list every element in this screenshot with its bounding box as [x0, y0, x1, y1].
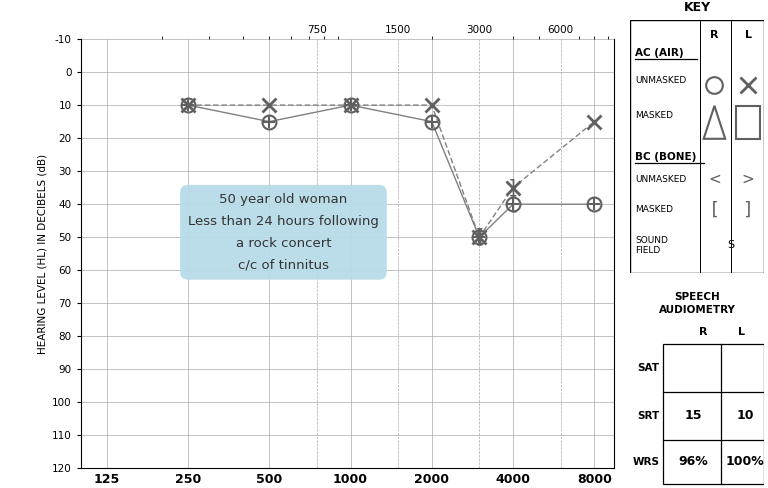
Text: UNMASKED: UNMASKED — [635, 175, 687, 184]
Text: [: [ — [507, 195, 519, 214]
Text: 15: 15 — [684, 409, 702, 423]
Text: ]: ] — [473, 228, 485, 247]
Text: KEY: KEY — [684, 1, 710, 15]
Text: SRT: SRT — [637, 411, 659, 421]
Text: SPEECH
AUDIOMETRY: SPEECH AUDIOMETRY — [658, 292, 736, 315]
Text: 100%: 100% — [726, 455, 765, 468]
Text: 50 year old woman
Less than 24 hours following
a rock concert
c/c of tinnitus: 50 year old woman Less than 24 hours fol… — [188, 193, 379, 272]
Text: L: L — [744, 30, 752, 40]
Text: R: R — [700, 327, 708, 337]
Text: R: R — [710, 30, 719, 40]
Text: WRS: WRS — [632, 457, 659, 467]
Text: [: [ — [473, 228, 485, 247]
Text: 10: 10 — [737, 409, 754, 423]
Text: MASKED: MASKED — [635, 111, 673, 121]
Y-axis label: HEARING LEVEL (HL) IN DECIBELS (dB): HEARING LEVEL (HL) IN DECIBELS (dB) — [38, 154, 48, 354]
Text: <: < — [708, 172, 721, 187]
Text: S: S — [727, 241, 734, 250]
Text: SAT: SAT — [637, 363, 659, 373]
Text: ]: ] — [507, 178, 519, 197]
Text: [: [ — [709, 201, 720, 219]
Text: >: > — [742, 172, 754, 187]
Text: AC (AIR): AC (AIR) — [635, 47, 684, 58]
Text: L: L — [738, 327, 745, 337]
Text: 96%: 96% — [678, 455, 708, 468]
Text: UNMASKED: UNMASKED — [635, 76, 687, 85]
Text: MASKED: MASKED — [635, 205, 673, 214]
Text: ]: ] — [743, 201, 753, 219]
Text: SOUND
FIELD: SOUND FIELD — [635, 236, 668, 255]
Text: BC (BONE): BC (BONE) — [635, 152, 697, 162]
